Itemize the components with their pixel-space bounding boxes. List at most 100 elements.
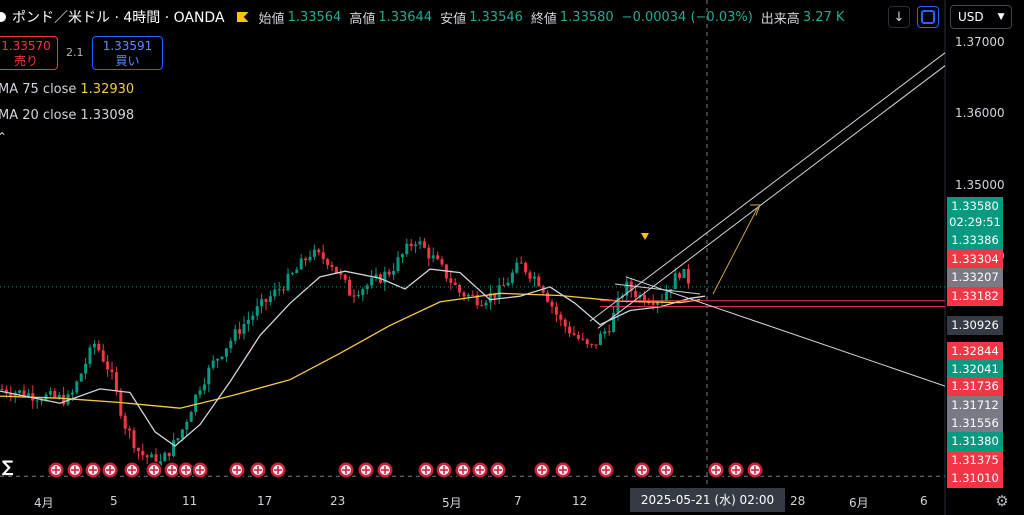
candle-body: [229, 340, 233, 349]
event-flag: [435, 461, 453, 479]
candle-body: [114, 372, 118, 391]
candle: [427, 244, 431, 267]
candle: [352, 289, 356, 303]
candle-body: [282, 289, 286, 291]
event-flag: [228, 461, 246, 479]
settings-icon[interactable]: ⚙: [995, 492, 1009, 510]
candle: [207, 364, 211, 393]
candle-body: [356, 295, 360, 297]
indicator-ma75[interactable]: MA 75 close 1.32930: [0, 82, 134, 97]
candle-body: [431, 255, 435, 259]
candle-body: [163, 452, 167, 462]
candle-body: [603, 331, 607, 334]
candle: [334, 266, 338, 274]
candle: [317, 248, 321, 256]
candle-body: [0, 388, 4, 390]
event-flag-cross: [89, 466, 97, 474]
candle: [264, 298, 268, 311]
candle: [119, 387, 123, 419]
event-flag-cross: [476, 466, 484, 474]
candle: [251, 311, 255, 326]
candle: [594, 344, 598, 349]
event-flag-cross: [71, 466, 79, 474]
candle: [559, 311, 563, 327]
candle-body: [418, 241, 422, 245]
candle-body: [634, 291, 638, 298]
candle: [528, 270, 532, 283]
candle-body: [260, 299, 264, 307]
event-flag: [471, 461, 489, 479]
fullscreen-icon[interactable]: [917, 6, 939, 28]
candle: [268, 290, 272, 306]
candle: [343, 273, 347, 284]
candle: [97, 340, 101, 353]
candle-body: [458, 284, 462, 293]
candle: [361, 287, 365, 302]
candle-body: [277, 289, 281, 291]
event-flag-cross: [559, 466, 567, 474]
ma20-line: [0, 268, 706, 447]
candle-body: [453, 282, 457, 285]
candle-body: [370, 278, 374, 286]
buy-button[interactable]: 1.33591 買い: [92, 36, 163, 70]
sell-button[interactable]: 1.33570 売り: [0, 36, 58, 70]
candle-body: [572, 333, 576, 335]
volume-value: 3.27 K: [802, 9, 845, 25]
event-flag-cross: [494, 466, 502, 474]
candle-body: [686, 268, 690, 284]
candle: [475, 290, 479, 310]
x-tick-label: 11: [182, 494, 198, 508]
candle-body: [317, 249, 321, 253]
event-flag: [376, 461, 394, 479]
candle-body: [400, 254, 404, 258]
flag-icon[interactable]: [236, 12, 249, 22]
ma75-label: MA 75 close: [0, 82, 77, 97]
event-flag: [707, 461, 725, 479]
event-flag-cross: [128, 466, 136, 474]
symbol-title[interactable]: ポンド／米ドル · 4時間 · OANDA: [12, 10, 225, 26]
candle: [524, 261, 528, 276]
candles-layer: [0, 236, 690, 473]
candle-body: [585, 339, 589, 345]
candle-body: [172, 440, 176, 457]
event-flag: [145, 461, 163, 479]
event-flag: [191, 461, 209, 479]
currency-select[interactable]: USD ▼: [950, 5, 1012, 29]
candle-body: [26, 393, 30, 397]
candle-body: [642, 295, 646, 303]
event-flag-cross: [422, 466, 430, 474]
candle: [572, 326, 576, 336]
candle: [678, 271, 682, 281]
candle-body: [383, 271, 387, 283]
arrow-down-icon[interactable]: ↓: [888, 6, 910, 28]
candle-body: [422, 241, 426, 248]
candle-body: [682, 268, 686, 278]
candle-body: [678, 273, 682, 278]
candle: [436, 251, 440, 260]
candle-body: [246, 319, 250, 325]
candle: [92, 340, 96, 355]
candle: [444, 264, 448, 282]
price-axis-label: 1.31375: [947, 451, 1003, 470]
candle-body: [128, 428, 132, 431]
candle: [312, 244, 316, 261]
indicator-ma20[interactable]: MA 20 close 1.33098: [0, 108, 134, 123]
close-label: 終値: [530, 11, 557, 27]
candle-body: [581, 338, 585, 340]
candle-body: [396, 257, 400, 271]
candle-body: [79, 373, 83, 382]
candle: [532, 271, 536, 287]
price-axis-label: 1.33182: [947, 287, 1003, 306]
collapse-chevron-icon[interactable]: ⌃: [0, 130, 8, 144]
candle-body: [88, 347, 92, 364]
event-flag: [727, 461, 745, 479]
candle: [431, 247, 435, 263]
candle-body: [211, 360, 215, 368]
candle-body: [242, 324, 246, 334]
candle: [163, 451, 167, 462]
candle: [374, 267, 378, 282]
candle: [673, 267, 677, 290]
candle-body: [576, 334, 580, 339]
candle-body: [387, 271, 391, 275]
